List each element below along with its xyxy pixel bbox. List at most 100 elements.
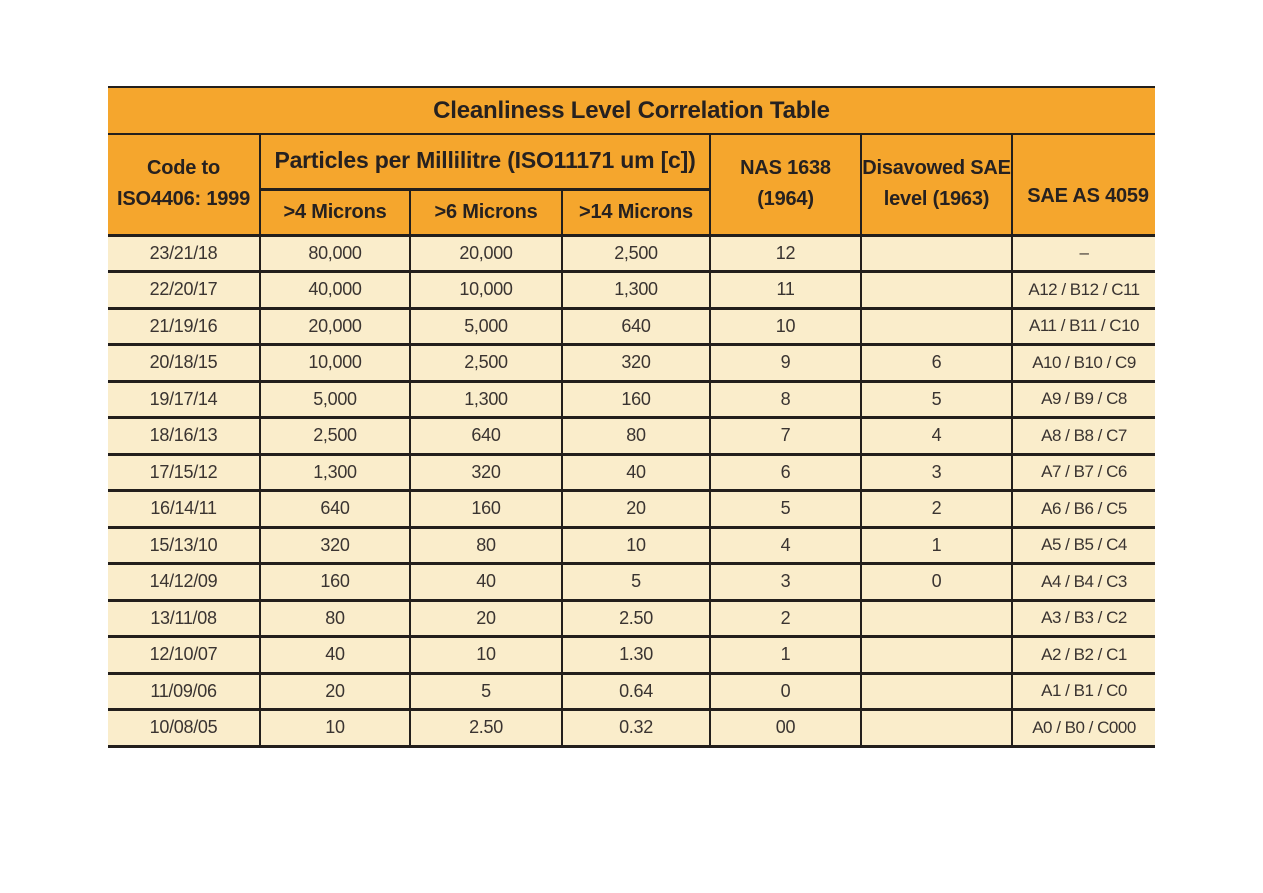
cell-particles-6-microns: 40 <box>409 562 563 601</box>
col-header-particles-group: Particles per Millilitre (ISO11171 um [c… <box>259 133 711 190</box>
table-row: 16/14/11 640 160 20 5 2 A6 / B6 / C5 <box>108 489 1155 528</box>
col-header-4-microns: >4 Microns <box>260 187 411 236</box>
cell-particles-14-microns: 5 <box>561 562 711 601</box>
cell-disavowed-sae-level <box>860 233 1013 273</box>
cell-disavowed-sae-level: 5 <box>860 379 1013 419</box>
cell-iso-code: 18/16/13 <box>108 416 261 455</box>
cell-particles-14-microns: 40 <box>561 452 711 492</box>
cell-particles-4-microns: 5,000 <box>259 379 411 419</box>
cell-iso-code: 21/19/16 <box>108 306 261 346</box>
table-row: 12/10/07 40 10 1.30 1 A2 / B2 / C1 <box>108 635 1155 674</box>
cell-particles-6-microns: 2.50 <box>409 708 563 748</box>
header-line: ISO4406: 1999 <box>116 188 251 211</box>
cell-iso-code: 22/20/17 <box>108 270 261 309</box>
cell-particles-4-microns: 1,300 <box>259 452 411 492</box>
col-header-6-microns: >6 Microns <box>409 187 563 236</box>
title-row: Cleanliness Level Correlation Table <box>108 86 1155 135</box>
cell-disavowed-sae-level <box>860 306 1013 346</box>
table-row: 11/09/06 20 5 0.64 0 A1 / B1 / C0 <box>108 671 1155 711</box>
cell-nas-1638: 11 <box>709 270 862 309</box>
cell-disavowed-sae-level: 2 <box>860 489 1013 528</box>
cell-particles-14-microns: 10 <box>561 525 711 565</box>
cell-nas-1638: 00 <box>709 708 862 748</box>
cell-sae-as-4059: A6 / B6 / C5 <box>1011 489 1155 528</box>
table-body: 23/21/18 80,000 20,000 2,500 12–22/20/17 40,0… <box>108 233 1155 748</box>
cell-particles-6-microns: 20 <box>409 598 563 638</box>
cell-particles-14-microns: 20 <box>561 489 711 528</box>
cell-nas-1638: 4 <box>709 525 862 565</box>
cell-particles-14-microns: 2,500 <box>561 233 711 273</box>
cell-sae-as-4059: A0 / B0 / C000 <box>1011 708 1155 748</box>
cell-disavowed-sae-level: 4 <box>860 416 1013 455</box>
cell-particles-6-microns: 160 <box>409 489 563 528</box>
table-row: 23/21/18 80,000 20,000 2,500 12 – <box>108 233 1155 273</box>
cell-particles-6-microns: 640 <box>409 416 563 455</box>
table-row: 13/11/08 80 20 2.50 2 A3 / B3 / C2 <box>108 598 1155 638</box>
cleanliness-correlation-table: Cleanliness Level Correlation Table Code… <box>108 86 1155 748</box>
cell-iso-code: 10/08/05 <box>108 708 261 748</box>
table-row: 22/20/17 40,000 10,000 1,300 11 A12 / B12 / C… <box>108 270 1155 309</box>
cell-iso-code: 17/15/12 <box>108 452 261 492</box>
cell-particles-4-microns: 20,000 <box>259 306 411 346</box>
cell-sae-as-4059: A7 / B7 / C6 <box>1011 452 1155 492</box>
table-row: 14/12/09 160 40 5 3 0 A4 / B4 / C3 <box>108 562 1155 601</box>
header-row-microns: >4 Microns >6 Microns >14 Microns <box>108 187 1155 236</box>
table-row: 10/08/05 10 2.50 0.32 00 A0 / B0 / C000 <box>108 708 1155 748</box>
cell-particles-14-microns: 2.50 <box>561 598 711 638</box>
cell-nas-1638: 2 <box>709 598 862 638</box>
cell-nas-1638: 0 <box>709 671 862 711</box>
cell-iso-code: 13/11/08 <box>108 598 261 638</box>
header-line: Code to <box>146 157 221 180</box>
header-line: (1964) <box>757 188 814 211</box>
cell-nas-1638: 5 <box>709 489 862 528</box>
cell-disavowed-sae-level <box>860 598 1013 638</box>
cell-particles-14-microns: 0.64 <box>561 671 711 711</box>
table-header: Cleanliness Level Correlation Table Code… <box>108 86 1155 236</box>
col-header-iso-code: Code to ISO4406: 1999 <box>108 133 261 236</box>
cell-particles-4-microns: 320 <box>259 525 411 565</box>
cell-disavowed-sae-level: 6 <box>860 343 1013 382</box>
cell-particles-6-microns: 80 <box>409 525 563 565</box>
cell-particles-4-microns: 40 <box>259 635 411 674</box>
cell-sae-as-4059: A1 / B1 / C0 <box>1011 671 1155 711</box>
header-row-top: Code to ISO4406: 1999 Particles per Mill… <box>108 133 1155 236</box>
col-header-14-microns: >14 Microns <box>561 187 710 236</box>
cell-particles-14-microns: 80 <box>561 416 711 455</box>
cell-nas-1638: 12 <box>709 233 862 273</box>
cell-sae-as-4059: A9 / B9 / C8 <box>1011 379 1155 419</box>
table-row: 17/15/12 1,300 320 40 6 3 A7 / B7 / C6 <box>108 452 1155 492</box>
table-title: Cleanliness Level Correlation Table <box>108 86 1155 135</box>
cell-iso-code: 20/18/15 <box>108 343 261 382</box>
cell-disavowed-sae-level: 3 <box>860 452 1013 492</box>
cell-disavowed-sae-level <box>860 270 1013 309</box>
cell-sae-as-4059: – <box>1011 233 1155 273</box>
cell-particles-6-microns: 5,000 <box>409 306 563 346</box>
cell-nas-1638: 10 <box>709 306 862 346</box>
header-line: Disavowed SAE <box>862 157 1011 180</box>
cell-sae-as-4059: A4 / B4 / C3 <box>1011 562 1155 601</box>
cell-disavowed-sae-level: 1 <box>860 525 1013 565</box>
cell-sae-as-4059: A3 / B3 / C2 <box>1011 598 1155 638</box>
cell-nas-1638: 3 <box>709 562 862 601</box>
table-row: 18/16/13 2,500 640 80 7 4 A8 / B8 / C7 <box>108 416 1155 455</box>
cell-iso-code: 16/14/11 <box>108 489 261 528</box>
col-header-nas-1638: NAS 1638 (1964) <box>709 133 862 236</box>
col-header-sae-as-4059: SAE AS 4059 <box>1011 133 1155 236</box>
cell-iso-code: 11/09/06 <box>108 671 261 711</box>
cell-iso-code: 19/17/14 <box>108 379 261 419</box>
cell-particles-4-microns: 80 <box>259 598 411 638</box>
cell-particles-14-microns: 1,300 <box>561 270 711 309</box>
cell-iso-code: 23/21/18 <box>108 233 261 273</box>
header-line: NAS 1638 <box>740 157 831 180</box>
cell-particles-14-microns: 320 <box>561 343 711 382</box>
cell-nas-1638: 9 <box>709 343 862 382</box>
cell-sae-as-4059: A10 / B10 / C9 <box>1011 343 1155 382</box>
cell-particles-14-microns: 0.32 <box>561 708 711 748</box>
cell-sae-as-4059: A11 / B11 / C10 <box>1011 306 1155 346</box>
cell-particles-4-microns: 2,500 <box>259 416 411 455</box>
cell-particles-4-microns: 80,000 <box>259 233 411 273</box>
cell-particles-6-microns: 1,300 <box>409 379 563 419</box>
cell-particles-14-microns: 640 <box>561 306 711 346</box>
cell-nas-1638: 7 <box>709 416 862 455</box>
